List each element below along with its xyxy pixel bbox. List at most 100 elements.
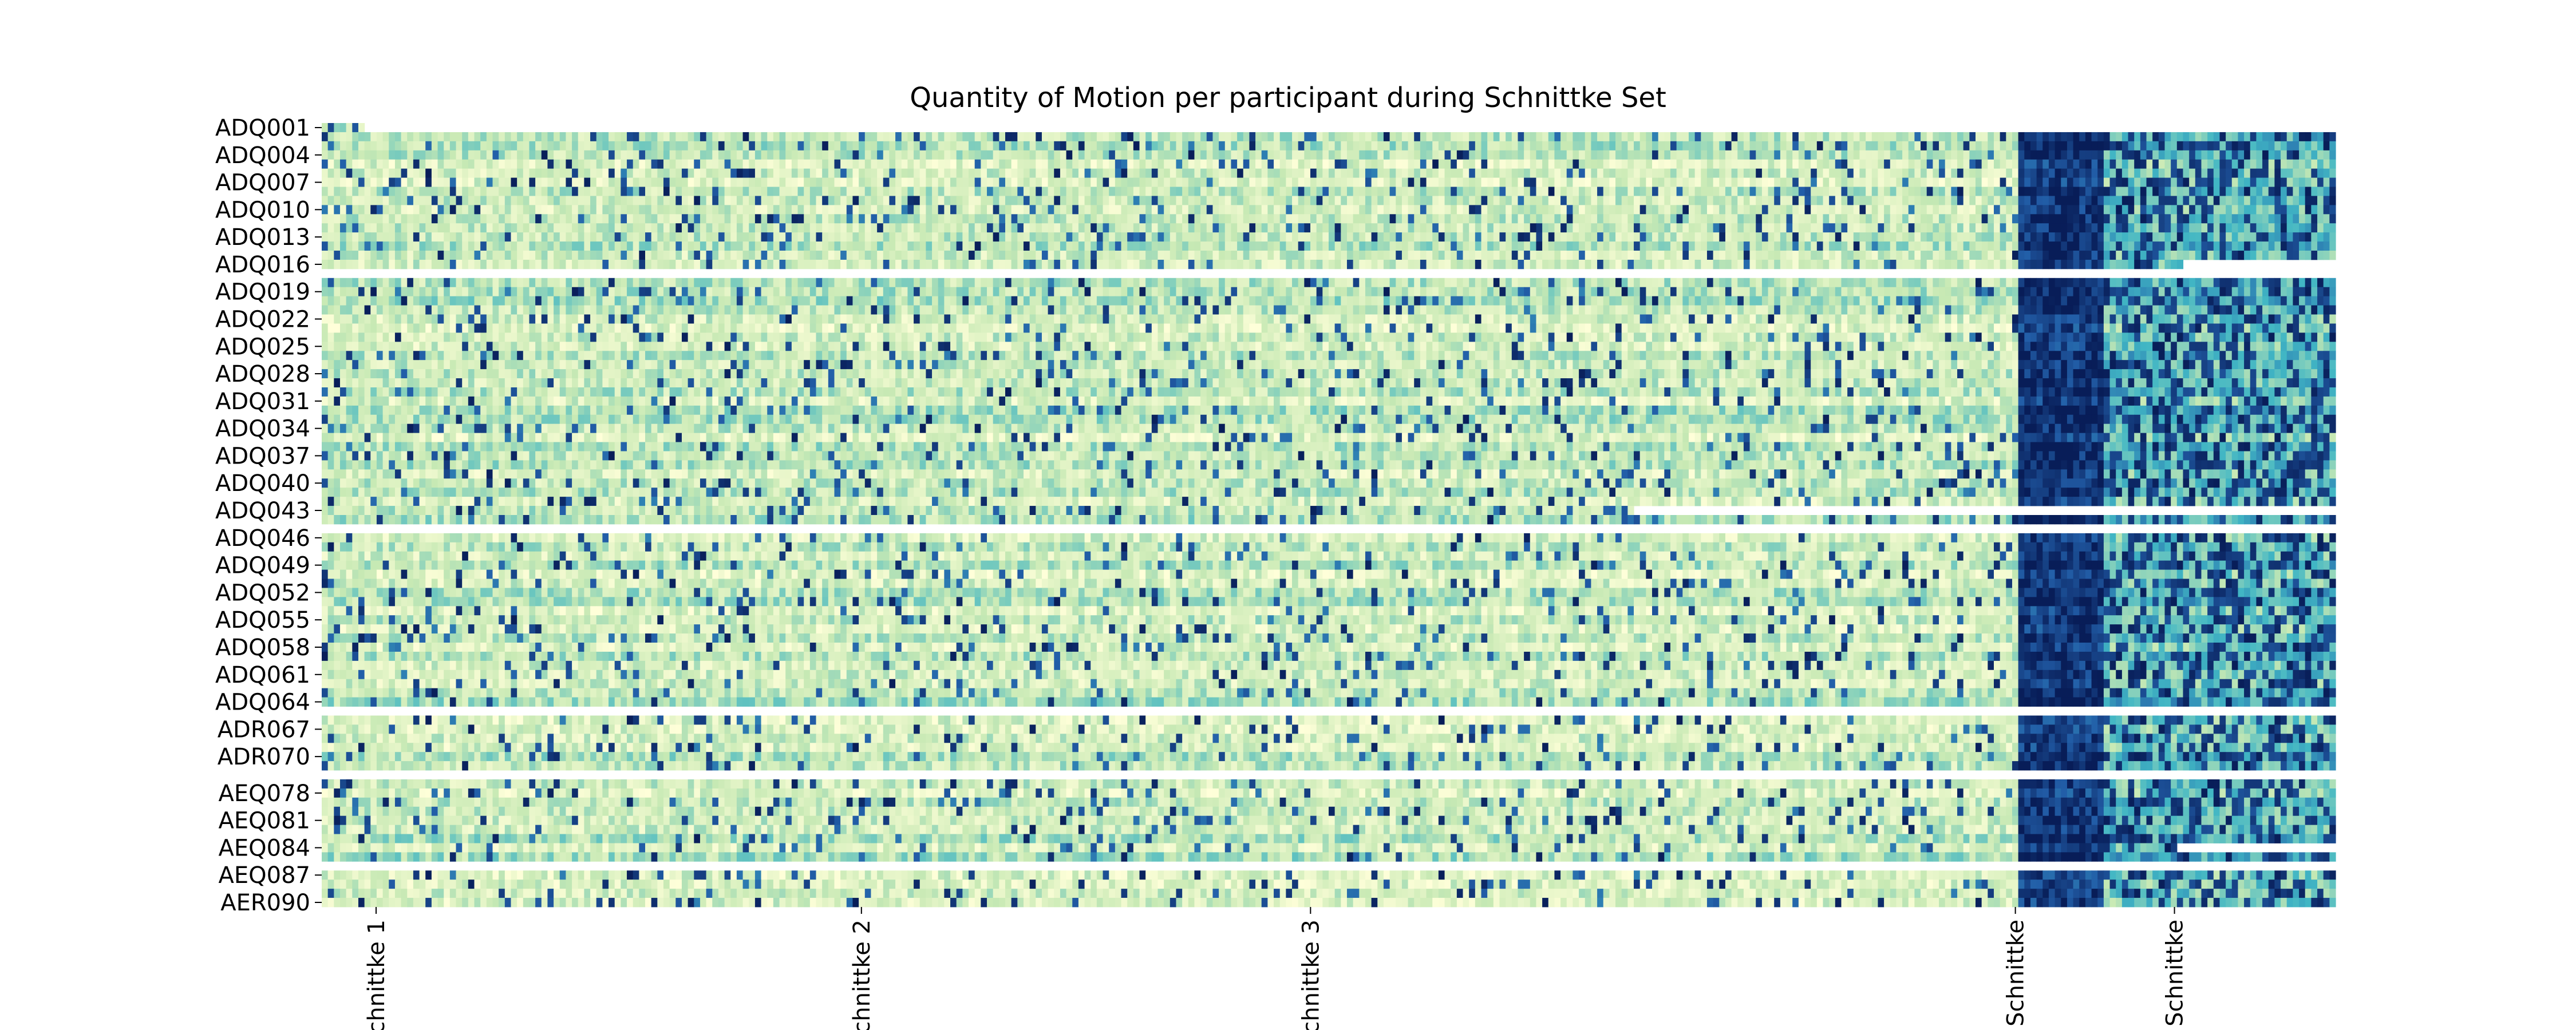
heatmap-cell <box>889 150 895 160</box>
heatmap-cell <box>401 251 408 260</box>
heatmap-cell <box>2037 214 2043 223</box>
heatmap-cell <box>523 141 530 150</box>
heatmap-cell <box>1408 241 1415 251</box>
heatmap-cell <box>1732 241 1738 251</box>
heatmap-cell <box>2159 223 2165 232</box>
heatmap-cell <box>1677 187 1683 196</box>
heatmap-cell <box>889 241 895 251</box>
heatmap-cell <box>1494 205 1500 214</box>
heatmap-cell <box>1945 178 1951 187</box>
heatmap-cell <box>755 205 761 214</box>
heatmap-cell <box>1152 178 1158 187</box>
heatmap-cell <box>877 205 883 214</box>
heatmap-cell <box>1042 132 1048 141</box>
heatmap-cell <box>1957 178 1963 187</box>
heatmap-cell <box>2140 150 2147 160</box>
heatmap-cell <box>560 232 566 241</box>
heatmap-cell <box>1945 187 1951 196</box>
heatmap-cell <box>2165 169 2171 178</box>
heatmap-cell <box>1085 205 1091 214</box>
heatmap-cell <box>389 132 395 141</box>
heatmap-cell <box>1145 141 1152 150</box>
heatmap-cell <box>1024 196 1030 205</box>
heatmap-cell <box>1207 232 1213 241</box>
heatmap-cell <box>1066 241 1073 251</box>
heatmap-cell <box>645 169 651 178</box>
heatmap-cell <box>1267 214 1274 223</box>
heatmap-cell <box>1732 169 1738 178</box>
heatmap-cell <box>987 150 993 160</box>
heatmap-cell <box>1365 178 1372 187</box>
heatmap-cell <box>847 214 853 223</box>
heatmap-cell <box>590 196 596 205</box>
heatmap-cell <box>767 214 773 223</box>
heatmap-cell <box>475 150 481 160</box>
heatmap-cell <box>2250 187 2257 196</box>
heatmap-cell <box>1994 150 2000 160</box>
heatmap-cell <box>682 196 688 205</box>
heatmap-cell <box>1768 241 1775 251</box>
heatmap-cell <box>475 205 481 214</box>
heatmap-cell <box>1921 205 1927 214</box>
heatmap-cell <box>852 196 859 205</box>
heatmap-cell <box>1207 251 1213 260</box>
heatmap-cell <box>1658 132 1665 141</box>
heatmap-cell <box>2055 160 2061 169</box>
heatmap-cell <box>792 196 798 205</box>
heatmap-cell <box>401 196 408 205</box>
heatmap-cell <box>1176 169 1182 178</box>
heatmap-cell <box>2244 214 2250 223</box>
heatmap-cell <box>609 141 615 150</box>
heatmap-cell <box>1194 232 1200 241</box>
heatmap-cell <box>730 232 737 241</box>
heatmap-cell <box>694 160 700 169</box>
heatmap-cell <box>718 150 725 160</box>
heatmap-cell <box>822 132 828 141</box>
heatmap-cell <box>1854 150 1860 160</box>
heatmap-cell <box>773 251 780 260</box>
heatmap-cell <box>1567 251 1573 260</box>
heatmap-cell <box>1372 214 1378 223</box>
heatmap-cell <box>517 223 523 232</box>
heatmap-cell <box>1267 187 1274 196</box>
heatmap-cell <box>1524 160 1530 169</box>
heatmap-cell <box>1713 214 1720 223</box>
heatmap-cell <box>1249 196 1255 205</box>
heatmap-cell <box>1627 141 1634 150</box>
heatmap-cell <box>1432 232 1439 241</box>
heatmap-cell <box>1005 214 1012 223</box>
heatmap-cell <box>852 178 859 187</box>
heatmap-cell <box>1536 150 1542 160</box>
heatmap-cell <box>535 223 542 232</box>
heatmap-cell <box>2042 141 2049 150</box>
heatmap-cell <box>2250 196 2257 205</box>
heatmap-cell <box>1640 251 1646 260</box>
heatmap-cell <box>1682 214 1689 223</box>
heatmap-cell <box>322 223 328 232</box>
heatmap-cell <box>407 160 413 169</box>
heatmap-cell <box>2287 205 2293 214</box>
heatmap-cell <box>852 160 859 169</box>
heatmap-cell <box>2262 232 2269 241</box>
heatmap-cell <box>1756 132 1762 141</box>
heatmap-cell <box>1115 196 1121 205</box>
heatmap-cell <box>1445 141 1451 150</box>
heatmap-cell <box>2018 196 2025 205</box>
heatmap-cell <box>370 214 377 223</box>
heatmap-cell <box>2189 241 2195 251</box>
heatmap-cell <box>560 178 566 187</box>
heatmap-cell <box>767 223 773 232</box>
heatmap-cell <box>1109 150 1115 160</box>
heatmap-cell <box>1909 196 1915 205</box>
heatmap-cell <box>822 214 828 223</box>
heatmap-cell <box>2061 241 2067 251</box>
heatmap-cell <box>560 251 566 260</box>
heatmap-cell <box>1292 187 1298 196</box>
heatmap-cell <box>1322 169 1329 178</box>
heatmap-cell <box>1060 160 1066 169</box>
heatmap-cell <box>615 241 621 251</box>
heatmap-cell <box>2232 214 2238 223</box>
heatmap-cell <box>682 251 688 260</box>
heatmap-cell <box>1353 232 1360 241</box>
heatmap-cell <box>1439 205 1445 214</box>
